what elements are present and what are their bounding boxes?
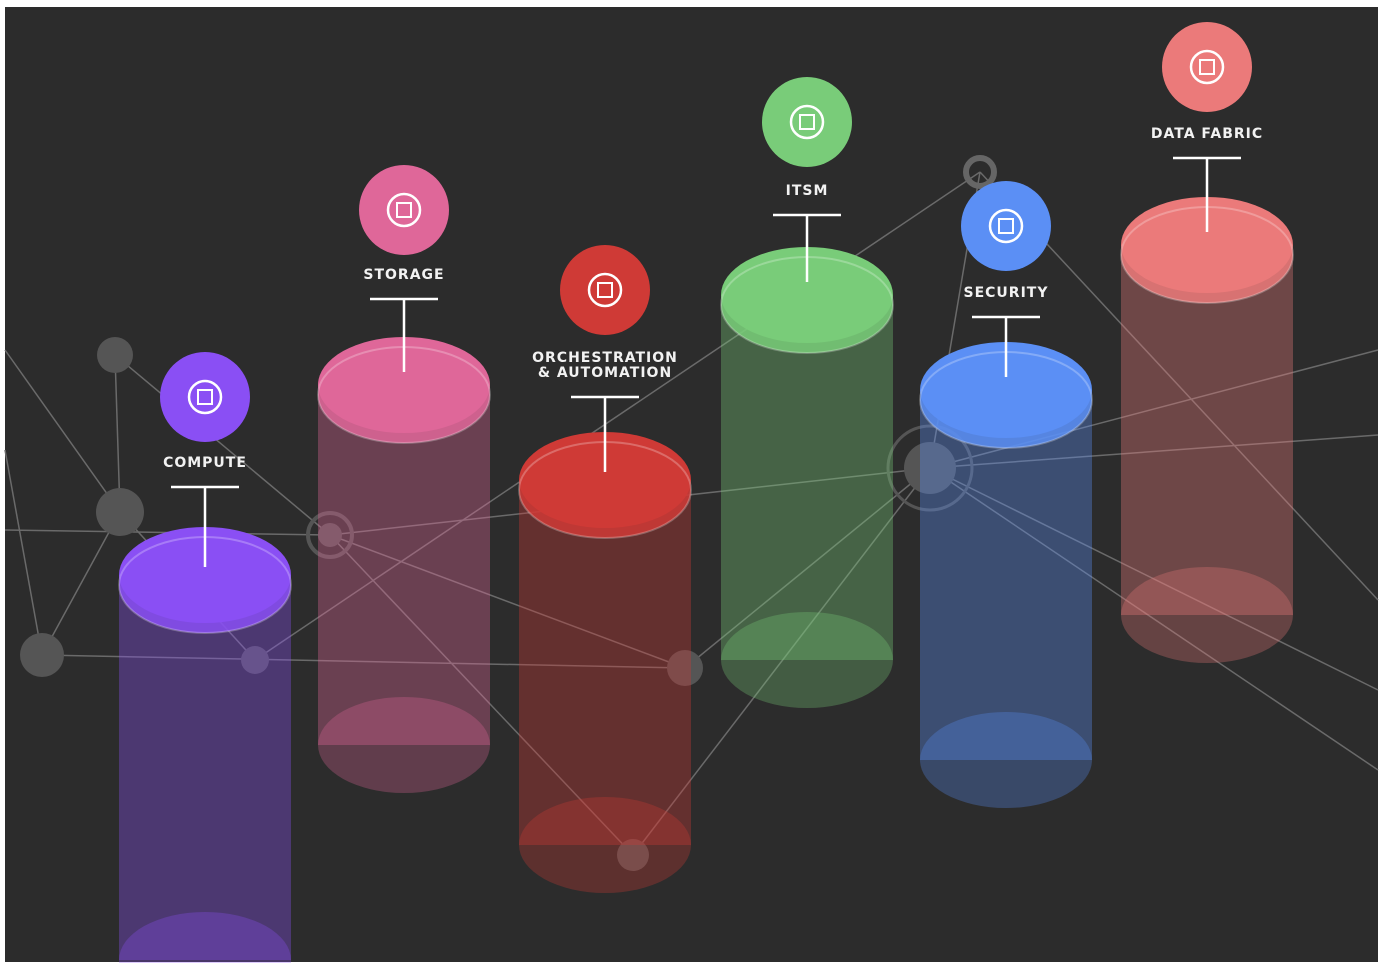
- pillar-label: COMPUTE: [163, 455, 247, 471]
- pillar-label: ITSM: [786, 183, 829, 199]
- pillar-label: STORAGE: [363, 267, 444, 283]
- icon-badge: [560, 245, 650, 335]
- pillar-label: ORCHESTRATION: [532, 350, 678, 366]
- pillar-base: [721, 612, 893, 708]
- infographic: COMPUTE STORAGE ORCHESTRATION& AUTOMATION I…: [0, 0, 1386, 963]
- pillar-base: [920, 712, 1092, 808]
- pillar-base: [519, 797, 691, 893]
- pillar-label: & AUTOMATION: [538, 365, 672, 381]
- pillar-base: [1121, 567, 1293, 663]
- pillar-label: SECURITY: [964, 285, 1049, 301]
- pillar-base: [318, 697, 490, 793]
- icon-badge: [762, 77, 852, 167]
- icon-badge: [359, 165, 449, 255]
- icon-badge: [961, 181, 1051, 271]
- icon-badge: [160, 352, 250, 442]
- icon-badge: [1162, 22, 1252, 112]
- pillar-label: DATA FABRIC: [1151, 126, 1263, 142]
